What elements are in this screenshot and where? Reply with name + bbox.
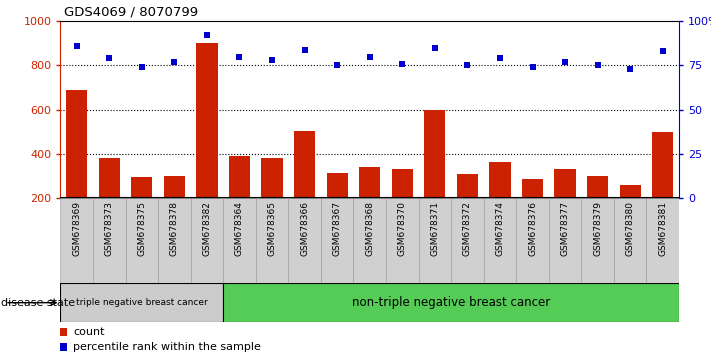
Bar: [424, 110, 445, 242]
Text: GSM678368: GSM678368: [365, 201, 374, 256]
Bar: [614, 198, 646, 283]
Bar: [164, 176, 185, 242]
Text: GSM678381: GSM678381: [658, 201, 667, 256]
Text: GSM678365: GSM678365: [267, 201, 277, 256]
Text: GSM678372: GSM678372: [463, 201, 472, 256]
Bar: [126, 198, 158, 283]
Bar: [93, 198, 126, 283]
Bar: [60, 198, 93, 283]
Text: GSM678376: GSM678376: [528, 201, 537, 256]
Bar: [549, 198, 582, 283]
Bar: [132, 177, 152, 242]
Text: GSM678377: GSM678377: [560, 201, 570, 256]
Bar: [60, 283, 223, 322]
Text: triple negative breast cancer: triple negative breast cancer: [76, 298, 208, 307]
Bar: [489, 162, 510, 242]
Text: GSM678371: GSM678371: [430, 201, 439, 256]
Bar: [223, 283, 679, 322]
Bar: [386, 198, 419, 283]
Bar: [619, 185, 641, 242]
Text: GDS4069 / 8070799: GDS4069 / 8070799: [64, 5, 198, 18]
Bar: [294, 131, 315, 242]
Text: GSM678370: GSM678370: [397, 201, 407, 256]
Bar: [256, 198, 289, 283]
Text: GSM678380: GSM678380: [626, 201, 635, 256]
Bar: [223, 198, 256, 283]
Bar: [326, 173, 348, 242]
Text: GSM678366: GSM678366: [300, 201, 309, 256]
Bar: [419, 198, 451, 283]
Bar: [516, 198, 549, 283]
Bar: [483, 198, 516, 283]
Text: GSM678379: GSM678379: [593, 201, 602, 256]
Bar: [587, 176, 608, 242]
Text: GSM678375: GSM678375: [137, 201, 146, 256]
Bar: [99, 159, 120, 242]
Text: GSM678373: GSM678373: [105, 201, 114, 256]
Text: non-triple negative breast cancer: non-triple negative breast cancer: [352, 296, 550, 309]
Bar: [229, 156, 250, 242]
Bar: [646, 198, 679, 283]
Bar: [289, 198, 321, 283]
Text: disease state: disease state: [1, 298, 75, 308]
Bar: [522, 179, 543, 242]
Text: GSM678369: GSM678369: [73, 201, 81, 256]
Bar: [158, 198, 191, 283]
Text: GSM678364: GSM678364: [235, 201, 244, 256]
Bar: [359, 167, 380, 242]
Bar: [456, 174, 478, 242]
Bar: [652, 132, 673, 242]
Bar: [555, 170, 576, 242]
Bar: [66, 90, 87, 242]
Text: GSM678367: GSM678367: [333, 201, 342, 256]
Bar: [191, 198, 223, 283]
Bar: [196, 44, 218, 242]
Text: percentile rank within the sample: percentile rank within the sample: [73, 342, 261, 352]
Bar: [321, 198, 353, 283]
Bar: [353, 198, 386, 283]
Text: count: count: [73, 327, 105, 337]
Bar: [451, 198, 483, 283]
Text: GSM678382: GSM678382: [203, 201, 211, 256]
Bar: [392, 170, 413, 242]
Bar: [262, 159, 283, 242]
Text: GSM678374: GSM678374: [496, 201, 504, 256]
Bar: [582, 198, 614, 283]
Text: GSM678378: GSM678378: [170, 201, 179, 256]
